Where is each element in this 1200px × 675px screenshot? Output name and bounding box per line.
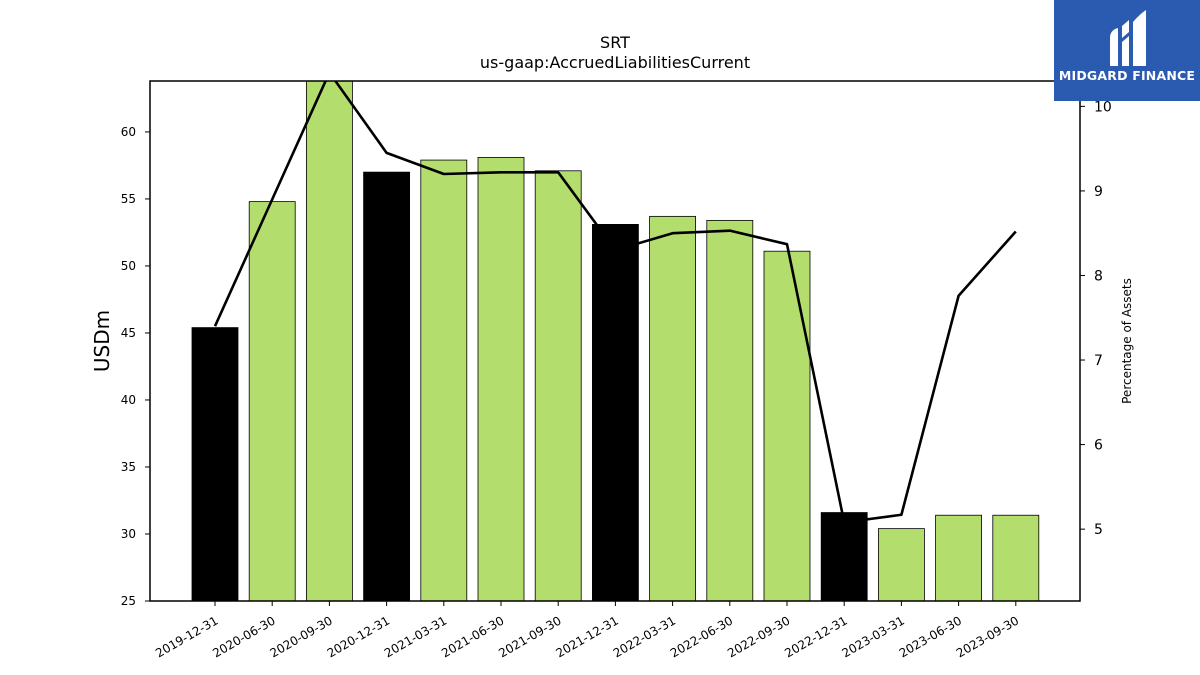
- y-tick-label: 50: [121, 259, 136, 273]
- bar-2022-06-30: [706, 219, 754, 601]
- bar-2020-06-30: [248, 201, 296, 601]
- x-tick-label: 2019-12-31: [153, 613, 220, 660]
- logo-text: MIDGARD FINANCE: [1058, 68, 1196, 83]
- chart-title: SRT: [600, 33, 630, 52]
- x-axis: 2019-12-312020-06-302020-09-302020-12-31…: [153, 601, 1021, 660]
- y-tick-label: 25: [121, 594, 136, 608]
- y-axis-left: 25 30 35 40 45 50 55 60: [121, 125, 150, 608]
- y-right-tick-label: 7: [1094, 353, 1103, 369]
- bar-2022-12-31: [820, 512, 868, 601]
- bar-2021-03-31: [420, 159, 468, 601]
- x-tick-label: 2022-03-31: [611, 613, 678, 660]
- bar-group: [191, 81, 1040, 601]
- y-axis-label: USDm: [90, 310, 114, 372]
- bar-2020-12-31: [363, 171, 411, 601]
- x-tick-label: 2023-06-30: [897, 613, 964, 660]
- y-tick-label: 40: [121, 393, 136, 407]
- y-right-tick-label: 9: [1094, 184, 1103, 200]
- y-tick-label: 35: [121, 460, 136, 474]
- bar-2021-12-31: [592, 224, 639, 601]
- x-tick-label: 2021-09-30: [496, 613, 563, 660]
- bar-2022-03-31: [649, 215, 696, 601]
- chart-subtitle: us-gaap:AccruedLiabilitiesCurrent: [480, 53, 750, 72]
- x-tick-label: 2022-09-30: [725, 613, 792, 660]
- y-tick-label: 30: [121, 527, 136, 541]
- y-right-tick-label: 8: [1094, 268, 1103, 284]
- bar-2020-09-30: [305, 81, 353, 601]
- x-tick-label: 2021-06-30: [439, 613, 506, 660]
- bar-2022-09-30: [763, 250, 811, 601]
- x-tick-label: 2020-09-30: [267, 613, 334, 660]
- midgard-finance-logo: MIDGARD FINANCE: [1054, 0, 1200, 101]
- bar-2023-09-30: [992, 514, 1040, 601]
- x-tick-label: 2020-06-30: [210, 613, 277, 660]
- x-tick-label: 2022-06-30: [668, 613, 735, 660]
- y-axis-right-label: Percentage of Assets: [1120, 278, 1134, 404]
- y-tick-label: 60: [121, 125, 136, 139]
- bar-2021-09-30: [534, 170, 582, 601]
- x-tick-label: 2021-03-31: [382, 613, 449, 660]
- midgard-logo-icon: [1110, 10, 1146, 66]
- bar-2021-06-30: [477, 156, 525, 601]
- x-tick-label: 2020-12-31: [325, 613, 392, 660]
- x-tick-label: 2023-03-31: [839, 613, 906, 660]
- y-tick-label: 45: [121, 326, 136, 340]
- y-tick-label: 55: [121, 192, 136, 206]
- line-group: [213, 81, 1017, 524]
- y-right-tick-label: 10: [1094, 99, 1112, 115]
- y-right-tick-label: 6: [1094, 438, 1103, 454]
- y-right-tick-label: 5: [1094, 522, 1103, 538]
- bar-2023-03-31: [878, 528, 925, 601]
- x-tick-label: 2023-09-30: [954, 613, 1021, 660]
- bar-2019-12-31: [191, 327, 239, 601]
- x-tick-label: 2022-12-31: [782, 613, 849, 660]
- y-axis-right: 5 6 7 8 9 10: [1080, 99, 1112, 538]
- percentage-line: [213, 81, 1017, 524]
- x-tick-label: 2021-12-31: [553, 613, 620, 660]
- bar-2023-06-30: [935, 514, 982, 601]
